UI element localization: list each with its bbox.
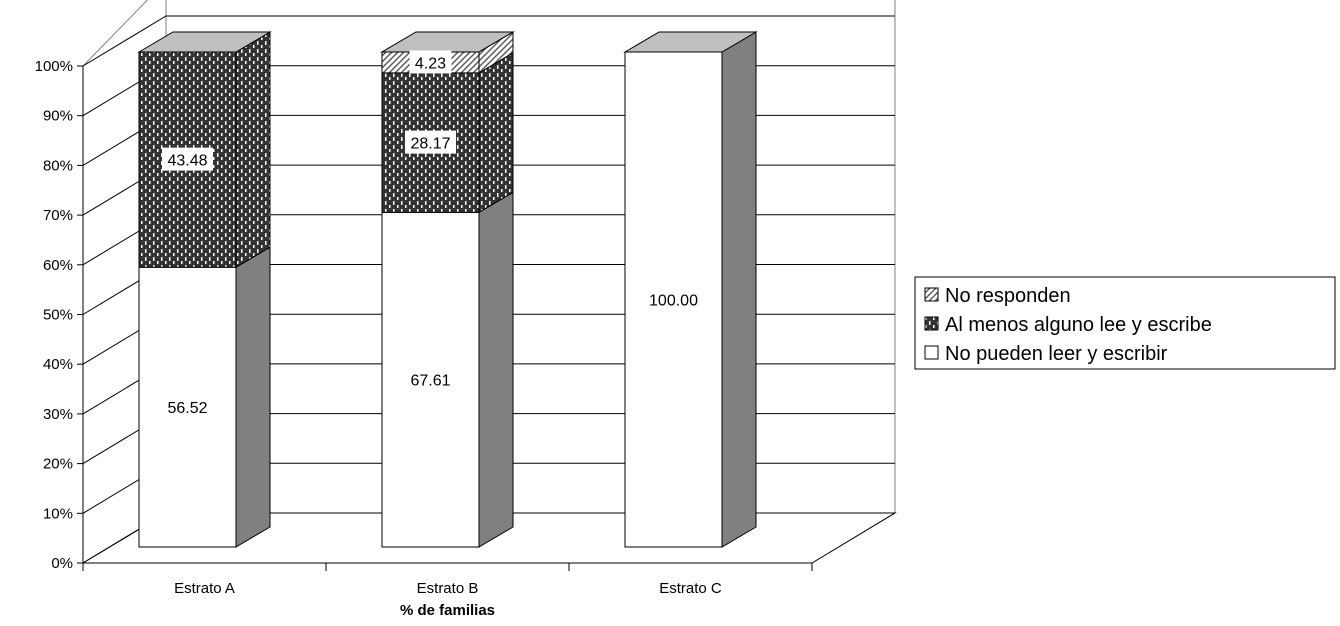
legend-label: No responden <box>945 285 1071 307</box>
legend-label: No pueden leer y escribir <box>945 343 1168 365</box>
y-tick-label: 90% <box>43 108 73 125</box>
legend-swatch <box>924 316 939 331</box>
legend-box <box>914 276 1336 370</box>
legend-swatch <box>924 287 939 302</box>
data-label-bg <box>405 130 456 154</box>
data-label-bg <box>405 367 456 391</box>
x-tick-label: Estrato C <box>659 580 722 597</box>
y-tick-label: 50% <box>43 307 73 324</box>
bar-side-face <box>235 246 271 548</box>
data-label-bg <box>409 50 452 74</box>
bar-top-face <box>137 31 272 53</box>
y-tick-label: 10% <box>43 505 73 522</box>
gridline <box>82 15 895 67</box>
data-label: 4.23 <box>415 55 446 72</box>
bar-side-face <box>235 31 271 269</box>
bar-top-face <box>623 31 758 53</box>
y-tick-label: 100% <box>35 58 73 75</box>
bar-side-face <box>721 31 757 548</box>
legend-label: Al menos alguno lee y escribe <box>945 314 1212 336</box>
x-axis-title: % de familias <box>400 602 495 619</box>
data-label: 67.61 <box>410 373 450 390</box>
y-tick-label: 30% <box>43 406 73 423</box>
y-tick-label: 60% <box>43 257 73 274</box>
bar-side-face <box>478 191 514 548</box>
x-tick-label: Estrato B <box>417 580 479 597</box>
data-label: 43.48 <box>167 153 207 170</box>
y-tick-label: 40% <box>43 356 73 373</box>
data-label: 28.17 <box>410 136 450 153</box>
y-tick-label: 0% <box>51 555 73 572</box>
y-tick-label: 70% <box>43 207 73 224</box>
x-tick-label: Estrato A <box>174 580 235 597</box>
data-label-bg <box>162 147 213 171</box>
y-tick-label: 80% <box>43 157 73 174</box>
bar-side-face <box>478 52 514 214</box>
data-label-bg <box>162 395 213 419</box>
legend-swatch <box>924 345 939 360</box>
y-tick-label: 20% <box>43 456 73 473</box>
data-label: 56.52 <box>167 400 207 417</box>
back-wall <box>165 0 896 514</box>
data-label-bg <box>643 287 704 311</box>
data-label: 100.00 <box>649 293 698 310</box>
